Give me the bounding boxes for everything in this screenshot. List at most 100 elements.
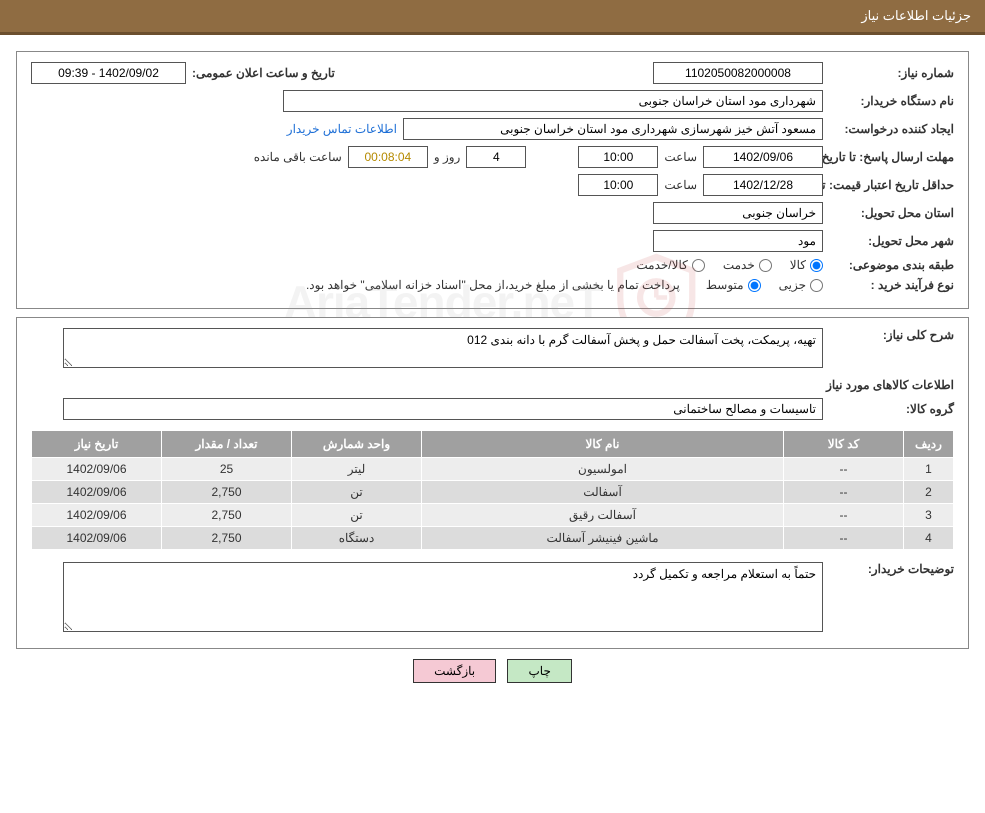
min-validity-time[interactable] xyxy=(578,174,658,196)
th-code: کد کالا xyxy=(784,431,904,458)
main-container: AriaTender.neT شماره نیاز: تاریخ و ساعت … xyxy=(0,35,985,699)
radio-goods-service-label: کالا/خدمت xyxy=(636,258,687,272)
th-row: ردیف xyxy=(904,431,954,458)
table-cell: 1402/09/06 xyxy=(32,458,162,481)
back-button[interactable]: بازگشت xyxy=(413,659,496,683)
table-row: 4--ماشین فینیشر آسفالتدستگاه2,7501402/09… xyxy=(32,527,954,550)
table-cell: 2 xyxy=(904,481,954,504)
radio-medium-item[interactable]: متوسط xyxy=(706,278,761,292)
announce-input[interactable] xyxy=(31,62,186,84)
table-row: 3--آسفالت رقیقتن2,7501402/09/06 xyxy=(32,504,954,527)
announce-label: تاریخ و ساعت اعلان عمومی: xyxy=(192,66,335,80)
row-need-no: شماره نیاز: تاریخ و ساعت اعلان عمومی: xyxy=(31,62,954,84)
th-qty: تعداد / مقدار xyxy=(162,431,292,458)
process-note: پرداخت تمام یا بخشی از مبلغ خرید،از محل … xyxy=(306,278,680,292)
row-buyer-note: توضیحات خریدار: xyxy=(31,562,954,632)
buyer-input[interactable] xyxy=(283,90,823,112)
row-creator: ایجاد کننده درخواست: اطلاعات تماس خریدار xyxy=(31,118,954,140)
desc-textarea[interactable] xyxy=(63,328,823,368)
table-cell: امولسیون xyxy=(422,458,784,481)
row-desc: شرح کلی نیاز: xyxy=(31,328,954,368)
th-name: نام کالا xyxy=(422,431,784,458)
contact-link[interactable]: اطلاعات تماس خریدار xyxy=(287,122,397,136)
radio-goods-item[interactable]: کالا xyxy=(790,258,823,272)
desc-label: شرح کلی نیاز: xyxy=(829,328,954,342)
table-cell: آسفالت xyxy=(422,481,784,504)
radio-service-item[interactable]: خدمت xyxy=(723,258,772,272)
row-city: شهر محل تحویل: xyxy=(31,230,954,252)
process-label: نوع فرآیند خرید : xyxy=(829,278,954,292)
min-validity-date[interactable] xyxy=(703,174,823,196)
creator-input[interactable] xyxy=(403,118,823,140)
province-label: استان محل تحویل: xyxy=(829,206,954,220)
table-cell: -- xyxy=(784,527,904,550)
province-input[interactable] xyxy=(653,202,823,224)
city-label: شهر محل تحویل: xyxy=(829,234,954,248)
print-button[interactable]: چاپ xyxy=(507,659,571,683)
table-cell: 4 xyxy=(904,527,954,550)
group-input[interactable] xyxy=(63,398,823,420)
table-header-row: ردیف کد کالا نام کالا واحد شمارش تعداد /… xyxy=(32,431,954,458)
table-row: 1--امولسیونلیتر251402/09/06 xyxy=(32,458,954,481)
process-radio-group: جزیی متوسط xyxy=(706,278,823,292)
table-cell: -- xyxy=(784,504,904,527)
table-cell: 2,750 xyxy=(162,504,292,527)
radio-service[interactable] xyxy=(759,259,772,272)
buyer-note-textarea[interactable] xyxy=(63,562,823,632)
radio-medium[interactable] xyxy=(748,279,761,292)
th-unit: واحد شمارش xyxy=(292,431,422,458)
radio-goods-service[interactable] xyxy=(692,259,705,272)
timer-input[interactable] xyxy=(348,146,428,168)
radio-goods-label: کالا xyxy=(790,258,806,272)
radio-partial[interactable] xyxy=(810,279,823,292)
buyer-note-label: توضیحات خریدار: xyxy=(829,562,954,576)
row-buyer: نام دستگاه خریدار: xyxy=(31,90,954,112)
category-radio-group: کالا خدمت کالا/خدمت xyxy=(636,258,823,272)
radio-goods[interactable] xyxy=(810,259,823,272)
table-cell: 1402/09/06 xyxy=(32,481,162,504)
table-cell: تن xyxy=(292,481,422,504)
table-cell: -- xyxy=(784,458,904,481)
table-cell: ماشین فینیشر آسفالت xyxy=(422,527,784,550)
radio-goods-service-item[interactable]: کالا/خدمت xyxy=(636,258,704,272)
time-label-1: ساعت xyxy=(664,150,697,164)
row-group: گروه کالا: xyxy=(31,398,954,420)
table-cell: تن xyxy=(292,504,422,527)
table-cell: لیتر xyxy=(292,458,422,481)
title-text: جزئیات اطلاعات نیاز xyxy=(861,8,971,23)
time-label-2: ساعت xyxy=(664,178,697,192)
action-bar: چاپ بازگشت xyxy=(16,659,969,683)
group-label: گروه کالا: xyxy=(829,402,954,416)
radio-partial-item[interactable]: جزیی xyxy=(779,278,823,292)
need-no-label: شماره نیاز: xyxy=(829,66,954,80)
table-cell: 1 xyxy=(904,458,954,481)
deadline-send-label: مهلت ارسال پاسخ: تا تاریخ: xyxy=(829,150,954,164)
row-process: نوع فرآیند خرید : جزیی متوسط پرداخت تمام… xyxy=(31,278,954,292)
goods-table: ردیف کد کالا نام کالا واحد شمارش تعداد /… xyxy=(31,430,954,550)
creator-label: ایجاد کننده درخواست: xyxy=(829,122,954,136)
deadline-send-date[interactable] xyxy=(703,146,823,168)
min-validity-label: حداقل تاریخ اعتبار قیمت: تا تاریخ: xyxy=(804,178,954,192)
table-cell: 1402/09/06 xyxy=(32,504,162,527)
table-cell: 2,750 xyxy=(162,481,292,504)
row-min-validity: حداقل تاریخ اعتبار قیمت: تا تاریخ: ساعت xyxy=(31,174,954,196)
remaining-label: ساعت باقی مانده xyxy=(254,150,342,164)
days-and-label: روز و xyxy=(434,150,461,164)
days-input[interactable] xyxy=(466,146,526,168)
title-bar: جزئیات اطلاعات نیاز xyxy=(0,0,985,35)
table-cell: 3 xyxy=(904,504,954,527)
table-cell: 2,750 xyxy=(162,527,292,550)
row-province: استان محل تحویل: xyxy=(31,202,954,224)
table-row: 2--آسفالتتن2,7501402/09/06 xyxy=(32,481,954,504)
goods-panel: شرح کلی نیاز: اطلاعات کالاهای مورد نیاز … xyxy=(16,317,969,649)
deadline-send-time[interactable] xyxy=(578,146,658,168)
city-input[interactable] xyxy=(653,230,823,252)
table-cell: -- xyxy=(784,481,904,504)
row-deadline-send: مهلت ارسال پاسخ: تا تاریخ: ساعت روز و سا… xyxy=(31,146,954,168)
goods-heading: اطلاعات کالاهای مورد نیاز xyxy=(31,378,954,392)
category-label: طبقه بندی موضوعی: xyxy=(829,258,954,272)
need-no-input[interactable] xyxy=(653,62,823,84)
table-cell: 25 xyxy=(162,458,292,481)
radio-partial-label: جزیی xyxy=(779,278,806,292)
radio-medium-label: متوسط xyxy=(706,278,744,292)
